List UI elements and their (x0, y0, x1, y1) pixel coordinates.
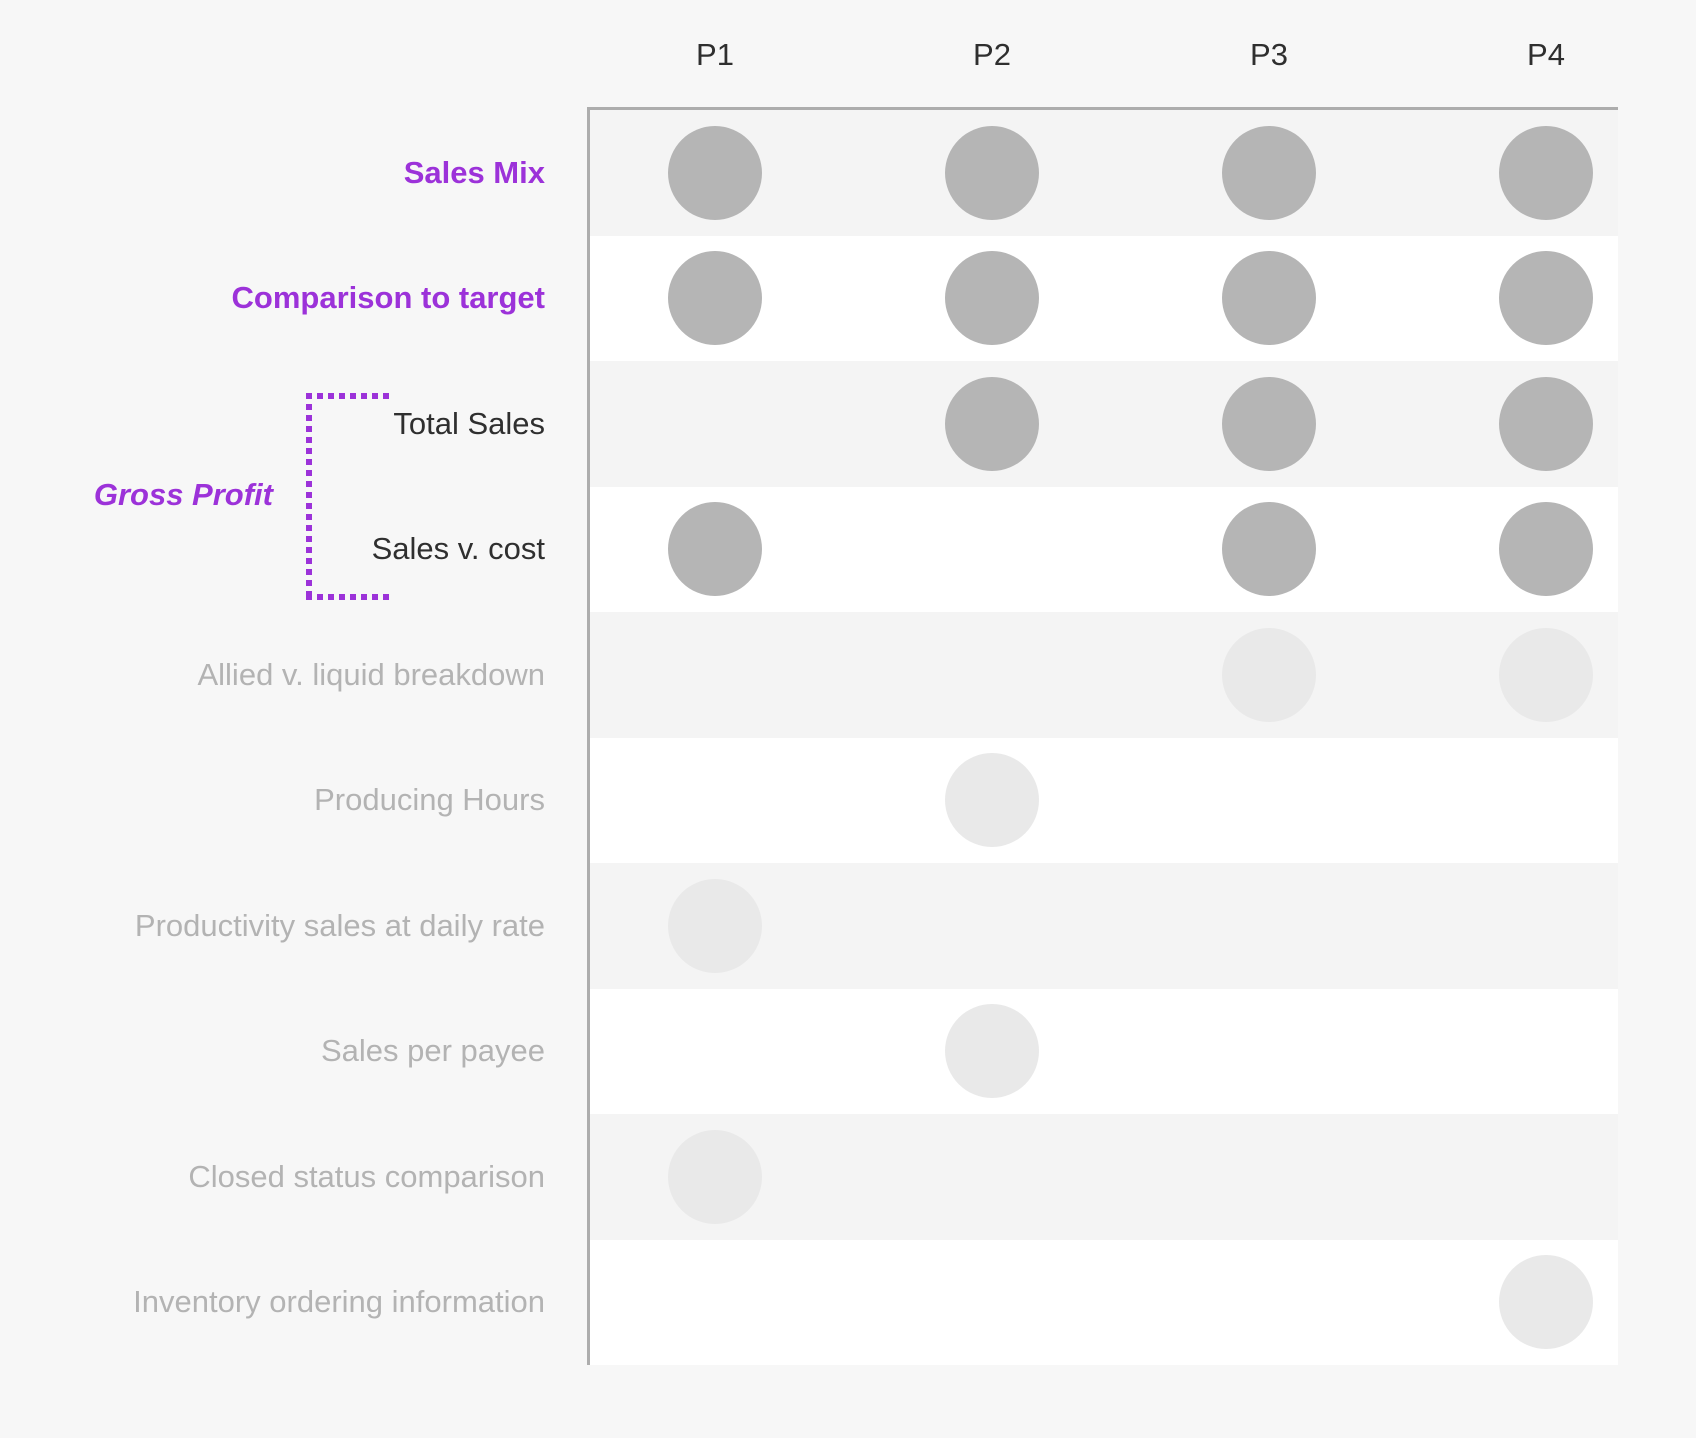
column-header-p2: P2 (973, 37, 1011, 72)
matrix-dot-light (1222, 627, 1316, 722)
row-label: Comparison to target (231, 280, 545, 316)
row-labels: Sales Mix Comparison to target Total Sales… (0, 110, 545, 1365)
column-header-p3: P3 (1250, 37, 1288, 72)
row-label: Producing Hours (314, 782, 545, 818)
matrix-dot-light (1499, 627, 1593, 722)
matrix-dot-dark (1222, 502, 1316, 597)
row-label: Inventory ordering information (133, 1284, 545, 1320)
matrix-dot-dark (1499, 125, 1593, 220)
bracket-bottom-edge (306, 594, 390, 600)
row-label: Closed status comparison (188, 1158, 545, 1194)
row-label: Sales per payee (320, 1033, 545, 1069)
bracket-top-edge (306, 393, 390, 399)
column-headers: P1 P2 P3 P4 (590, 37, 1618, 81)
matrix-dot-dark (945, 125, 1039, 220)
column-header-p4: P4 (1527, 37, 1565, 72)
plot-area (587, 107, 1618, 1365)
row-label: Total Sales (393, 405, 545, 441)
matrix-dot-dark (1222, 251, 1316, 346)
matrix-dot-light (1499, 1255, 1593, 1350)
row-label: Productivity sales at daily rate (134, 907, 545, 943)
matrix-dot-light (668, 1129, 762, 1224)
row-label: Sales Mix (403, 154, 545, 190)
row-label: Sales v. cost (371, 531, 545, 567)
matrix-dot-dark (1222, 376, 1316, 471)
matrix-dot-light (668, 878, 762, 973)
matrix-dot-dark (668, 502, 762, 597)
matrix-dot-dark (668, 125, 762, 220)
gross-profit-group-label: Gross Profit (93, 477, 273, 512)
row-stripe (590, 612, 1618, 738)
row-stripe (590, 361, 1618, 487)
matrix-dot-dark (945, 376, 1039, 471)
row-stripe (590, 1239, 1618, 1365)
matrix-dot-light (945, 1004, 1039, 1099)
matrix-dot-dark (668, 251, 762, 346)
matrix-dot-dark (1499, 251, 1593, 346)
matrix-dot-light (945, 753, 1039, 848)
bracket-vertical-edge (306, 393, 312, 600)
matrix-dot-dark (1499, 376, 1593, 471)
row-stripe (590, 988, 1618, 1114)
row-stripe (590, 737, 1618, 863)
matrix-dot-dark (1499, 502, 1593, 597)
row-label: Allied v. liquid breakdown (197, 656, 545, 692)
matrix-dot-dark (945, 251, 1039, 346)
column-header-p1: P1 (696, 37, 734, 72)
matrix-dot-dark (1222, 125, 1316, 220)
